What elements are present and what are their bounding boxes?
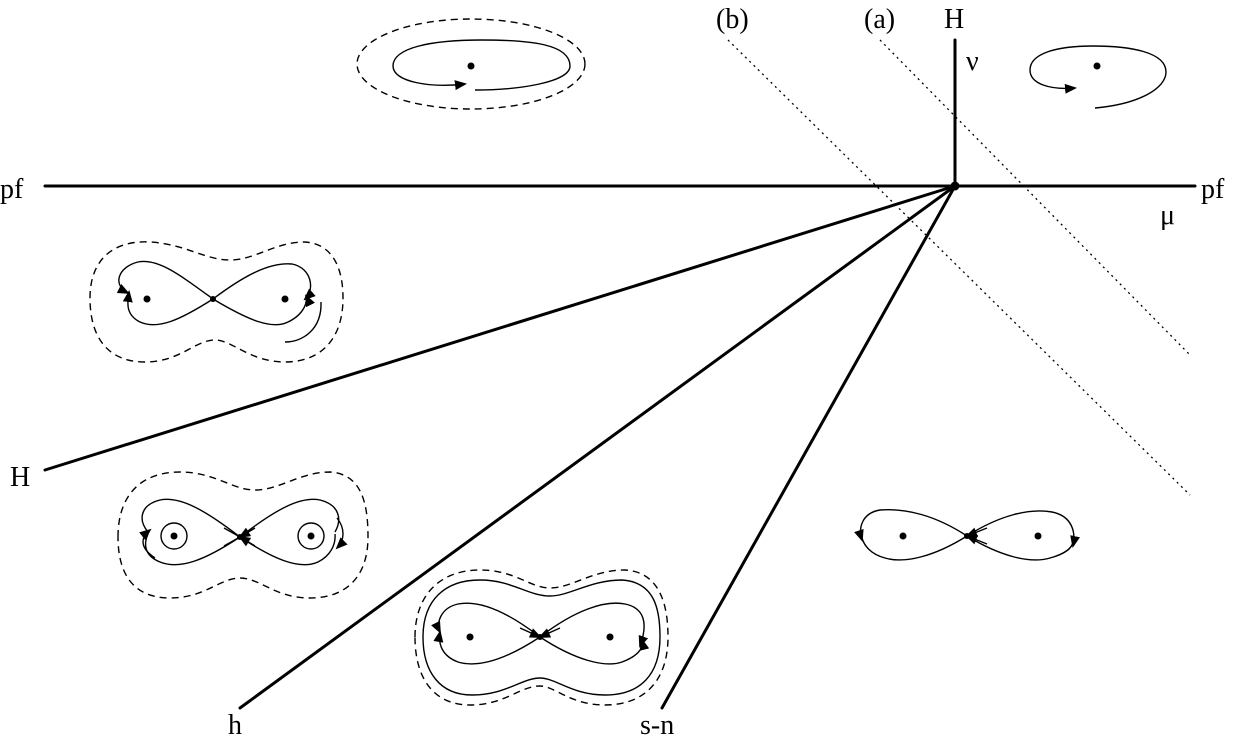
hopf-line <box>43 184 957 472</box>
homoclinic-line <box>238 184 957 710</box>
phase-portrait-bottom-right <box>854 508 1080 561</box>
mu-label: μ <box>1160 200 1175 231</box>
nu-label: ν <box>966 46 979 77</box>
phase-portrait-left-upper <box>89 241 344 363</box>
saddle-node-label: s-n <box>640 710 674 741</box>
origin-point <box>950 181 960 191</box>
phase-portrait-bottom-center <box>414 569 669 706</box>
hopf-label-top: H <box>944 4 964 35</box>
saddle-node-line <box>660 184 957 710</box>
path-a-line <box>879 39 1191 356</box>
pf-label-left: pf <box>0 174 24 205</box>
phase-portrait-top-center <box>356 18 586 110</box>
path-b-label: (b) <box>716 4 749 35</box>
hopf-label-left: H <box>10 462 30 493</box>
phase-portrait-top-right <box>1029 45 1167 109</box>
phase-portrait-left-lower <box>117 471 369 599</box>
homoclinic-label: h <box>228 710 242 741</box>
path-b-line <box>727 39 1191 496</box>
path-a-label: (a) <box>864 4 895 35</box>
pf-label-right: pf <box>1201 174 1225 205</box>
